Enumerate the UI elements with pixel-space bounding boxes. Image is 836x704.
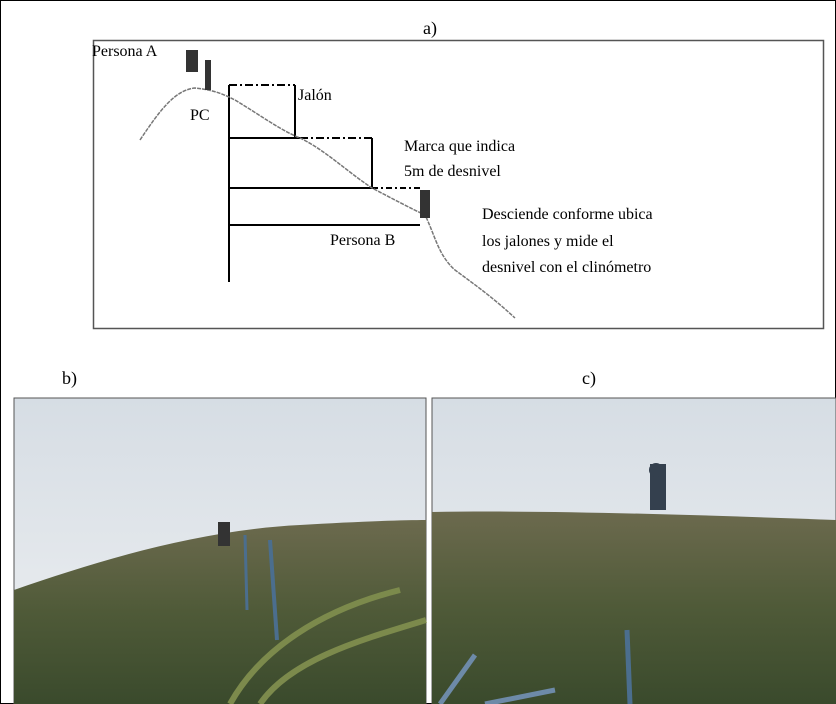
annotation: Desciende conforme ubica xyxy=(482,206,653,223)
annotation: Jalón xyxy=(298,87,332,104)
panel-label: c) xyxy=(582,368,596,389)
photo-b xyxy=(14,398,426,704)
panel-label: b) xyxy=(62,368,77,389)
annotation: 5m de desnivel xyxy=(404,163,501,180)
annotation: desnivel con el clinómetro xyxy=(482,259,651,276)
photo-c xyxy=(432,398,836,704)
annotation: PC xyxy=(190,107,210,124)
annotation: los jalones y mide el xyxy=(482,233,614,250)
annotation: Marca que indica xyxy=(404,138,515,155)
annotation: Persona B xyxy=(330,232,395,249)
diagram-frame xyxy=(94,41,824,329)
figure: a) Persona A PC Jalón Marca que indica 5… xyxy=(0,0,836,704)
annotation: Persona A xyxy=(92,43,158,60)
panel-label: a) xyxy=(423,18,437,39)
